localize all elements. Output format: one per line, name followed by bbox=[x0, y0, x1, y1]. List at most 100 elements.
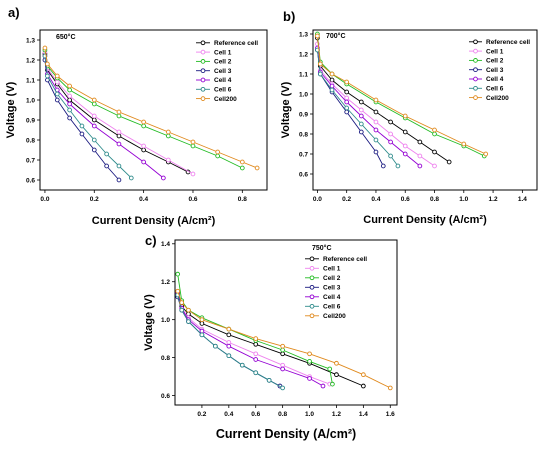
legend-swatch-marker bbox=[309, 275, 315, 281]
data-point bbox=[239, 165, 245, 171]
data-point bbox=[79, 123, 85, 129]
data-point bbox=[239, 159, 245, 165]
x-tick-label: 1.6 bbox=[386, 411, 395, 418]
data-point bbox=[358, 121, 364, 127]
legend-swatch-marker bbox=[473, 67, 478, 73]
data-point bbox=[239, 362, 245, 368]
data-point bbox=[280, 351, 285, 357]
data-point bbox=[483, 151, 489, 157]
series-reference-cell bbox=[315, 35, 452, 165]
y-tick-label: 0.6 bbox=[26, 177, 35, 184]
data-point bbox=[266, 377, 272, 383]
x-tick-label: 0.8 bbox=[278, 411, 287, 418]
series-cell-3 bbox=[315, 47, 386, 169]
legend-swatch-marker bbox=[309, 265, 315, 271]
data-point bbox=[116, 141, 122, 147]
panel-letter: a) bbox=[8, 5, 20, 20]
data-point bbox=[141, 159, 146, 165]
data-point bbox=[317, 61, 323, 67]
y-tick-label: 1.4 bbox=[161, 241, 170, 248]
data-point bbox=[165, 129, 171, 135]
data-point bbox=[161, 175, 166, 181]
y-tick-label: 0.9 bbox=[299, 111, 308, 118]
data-point bbox=[388, 131, 393, 137]
series-line bbox=[44, 47, 258, 169]
data-point bbox=[179, 307, 185, 313]
legend-swatch-marker bbox=[309, 256, 315, 262]
legend-entry: Cell200 bbox=[214, 96, 237, 103]
data-point bbox=[165, 133, 171, 139]
legend-entry: Cell 3 bbox=[486, 67, 504, 74]
data-point bbox=[402, 113, 408, 119]
data-point bbox=[45, 61, 50, 67]
legend: Reference cell Cell 1 Cell 2 Cell 3 Cell 4 Ce… bbox=[469, 39, 530, 102]
y-tick-label: 1.2 bbox=[26, 57, 35, 64]
legend-swatch-marker bbox=[200, 86, 206, 92]
legend-swatch-marker bbox=[473, 85, 478, 91]
x-tick-label: 1.4 bbox=[518, 196, 527, 203]
x-tick-label: 0.4 bbox=[139, 196, 148, 203]
series-cell-1 bbox=[315, 41, 437, 169]
legend-entry: Cell 6 bbox=[214, 87, 232, 94]
x-axis-title: Current Density (A/cm²) bbox=[363, 214, 487, 226]
data-point bbox=[199, 328, 205, 334]
data-point bbox=[402, 129, 408, 135]
data-point bbox=[190, 171, 196, 177]
data-point bbox=[344, 89, 350, 95]
legend-swatch-marker bbox=[473, 95, 478, 100]
series-cell-2 bbox=[315, 31, 487, 159]
legend-swatch-marker bbox=[200, 40, 206, 46]
y-tick-label: 1.3 bbox=[26, 37, 35, 44]
data-point bbox=[215, 149, 221, 155]
chart-panel-3: c) 750°C 0.2 0.4 0.6 0.8 1.0 1.2 1.4 1.6 0.6 0.8 1.0… bbox=[143, 233, 398, 441]
data-point bbox=[116, 113, 122, 119]
data-point bbox=[128, 175, 134, 181]
data-point bbox=[280, 347, 285, 353]
data-point bbox=[116, 109, 122, 115]
plot-frame bbox=[39, 29, 268, 191]
y-tick-label: 1.0 bbox=[26, 97, 35, 104]
data-point bbox=[358, 107, 364, 113]
data-point bbox=[402, 151, 408, 157]
series-line bbox=[177, 291, 391, 389]
data-point bbox=[417, 139, 423, 145]
data-point bbox=[104, 163, 109, 169]
series-cell200 bbox=[175, 288, 393, 391]
x-tick-label: 0.6 bbox=[401, 196, 410, 203]
legend-entry: Cell 1 bbox=[486, 48, 504, 55]
data-point bbox=[226, 326, 232, 332]
data-point bbox=[116, 177, 122, 183]
data-point bbox=[226, 343, 232, 349]
data-point bbox=[307, 351, 312, 357]
data-point bbox=[104, 151, 109, 157]
data-point bbox=[175, 288, 181, 294]
data-point bbox=[361, 383, 366, 389]
legend-entry: Cell 1 bbox=[323, 266, 341, 273]
legend-swatch-marker bbox=[200, 68, 206, 74]
legend-swatch-marker bbox=[200, 49, 206, 55]
y-tick-label: 1.0 bbox=[299, 91, 308, 98]
data-point bbox=[42, 45, 48, 51]
data-point bbox=[141, 147, 146, 153]
legend-swatch-marker bbox=[309, 284, 315, 290]
data-point bbox=[67, 115, 72, 121]
data-point bbox=[199, 332, 205, 338]
data-point bbox=[54, 91, 60, 97]
legend-swatch-marker bbox=[200, 77, 206, 83]
series-line bbox=[316, 35, 486, 155]
data-point bbox=[395, 163, 401, 169]
legend-entry: Reference cell bbox=[486, 39, 530, 46]
y-tick-label: 0.8 bbox=[161, 355, 170, 362]
data-point bbox=[373, 127, 379, 133]
data-point bbox=[54, 73, 60, 79]
legend-swatch-marker bbox=[309, 313, 315, 319]
legend-entry: Cell 2 bbox=[214, 59, 232, 66]
series-line bbox=[44, 55, 164, 179]
data-point bbox=[432, 131, 437, 137]
data-point bbox=[280, 385, 285, 391]
data-point bbox=[307, 376, 312, 381]
data-point bbox=[186, 319, 191, 324]
legend: Reference cell Cell 1 Cell 2 Cell 3 Cell 4 Ce… bbox=[305, 256, 367, 320]
data-point bbox=[461, 141, 467, 147]
legend-entry: Cell 1 bbox=[214, 49, 232, 56]
